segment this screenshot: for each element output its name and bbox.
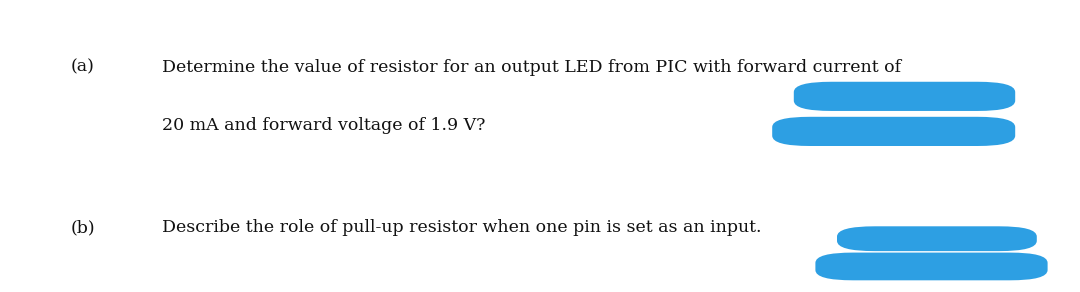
Text: (b): (b) <box>70 219 95 236</box>
Text: (a): (a) <box>70 59 94 76</box>
FancyBboxPatch shape <box>837 226 1037 251</box>
Text: 20 mA and forward voltage of 1.9 V?: 20 mA and forward voltage of 1.9 V? <box>162 117 485 134</box>
FancyBboxPatch shape <box>815 253 1048 280</box>
FancyBboxPatch shape <box>794 82 1015 111</box>
Text: Determine the value of resistor for an output LED from PIC with forward current : Determine the value of resistor for an o… <box>162 59 901 76</box>
Text: Describe the role of pull-up resistor when one pin is set as an input.: Describe the role of pull-up resistor wh… <box>162 219 761 236</box>
FancyBboxPatch shape <box>772 117 1015 146</box>
